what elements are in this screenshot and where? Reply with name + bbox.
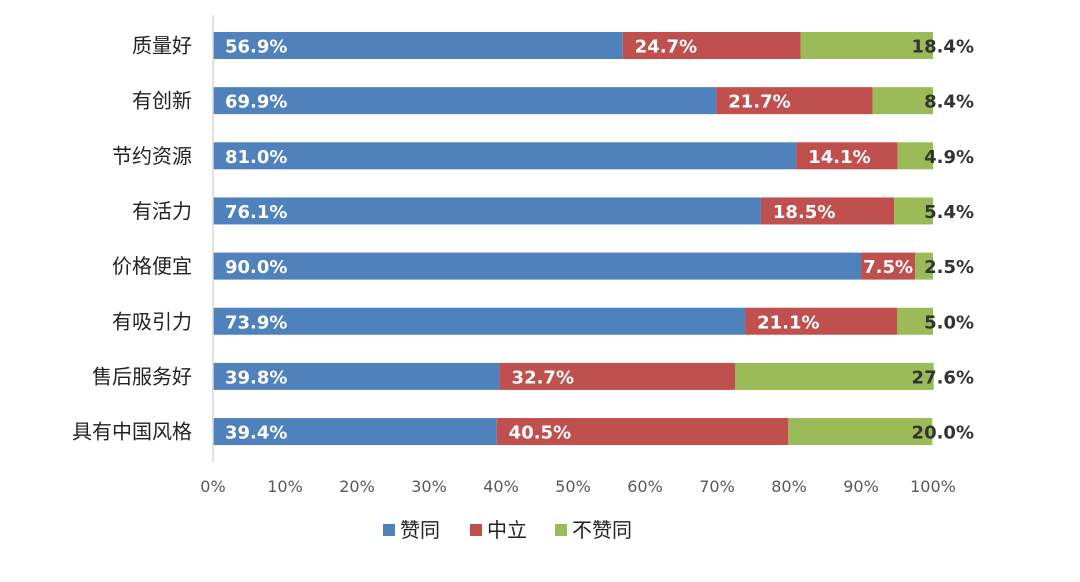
category-label: 节约资源 — [112, 144, 192, 168]
bar-segment — [213, 32, 623, 59]
legend-label: 中立 — [487, 518, 527, 542]
category-label: 价格便宜 — [112, 254, 192, 278]
bar-segment — [735, 362, 934, 390]
bar-segment — [499, 362, 735, 390]
legend-swatch — [470, 524, 482, 536]
x-tick-label: 30% — [411, 477, 447, 496]
data-label: 14.1% — [808, 147, 870, 168]
data-label: 90.0% — [225, 257, 287, 278]
bar-segment — [213, 362, 500, 390]
bar-segment — [894, 197, 933, 225]
x-tick-label: 0% — [200, 477, 225, 496]
bar-segment — [897, 142, 933, 170]
data-label: 76.1% — [225, 202, 287, 223]
data-label: 4.9% — [924, 147, 974, 168]
data-label: 81.0% — [225, 147, 287, 168]
bar-segment — [800, 32, 933, 59]
data-label: 18.4% — [912, 37, 974, 58]
bar-segment — [213, 87, 717, 115]
data-label: 73.9% — [225, 312, 287, 333]
data-label: 2.5% — [924, 257, 974, 278]
data-label: 8.4% — [924, 92, 974, 113]
legend-label: 赞同 — [400, 518, 440, 542]
category-label: 具有中国风格 — [72, 420, 192, 444]
data-label: 24.7% — [635, 37, 697, 58]
category-label: 售后服务好 — [92, 364, 192, 388]
bar-segment — [915, 252, 933, 280]
bar-segment — [496, 418, 789, 446]
bar-segment — [622, 32, 801, 59]
bar-segment — [861, 252, 915, 280]
bar-segment — [213, 252, 861, 280]
data-label: 27.6% — [912, 367, 974, 388]
bar-segment — [213, 307, 746, 335]
bar-segment — [213, 418, 497, 446]
x-tick-label: 90% — [843, 477, 879, 496]
x-tick-label: 80% — [771, 477, 807, 496]
x-tick-label: 20% — [339, 477, 375, 496]
x-tick-label: 60% — [627, 477, 663, 496]
data-label: 5.0% — [924, 312, 974, 333]
x-tick-label: 70% — [699, 477, 735, 496]
bar-segment — [760, 197, 895, 225]
legend-swatch — [555, 524, 567, 536]
x-axis-ticks: 0% 10% 20% 30% 40% 50% 60% 70% 80% 90% 100% — [200, 477, 956, 496]
data-label: 20.0% — [912, 423, 974, 444]
bar-segment — [788, 418, 933, 446]
category-label: 质量好 — [132, 34, 192, 58]
bar-segment — [872, 87, 933, 115]
x-tick-label: 100% — [910, 477, 956, 496]
category-label: 有创新 — [132, 89, 192, 113]
bars-group: 56.9% 24.7% 18.4% 69.9% 21.7% 8.4% 81.0% 14.1% 4… — [213, 32, 974, 446]
x-tick-label: 10% — [267, 477, 303, 496]
data-label: 39.8% — [225, 367, 287, 388]
legend-label: 不赞同 — [572, 518, 632, 542]
x-tick-label: 40% — [483, 477, 519, 496]
data-label: 56.9% — [225, 37, 287, 58]
legend: 赞同 中立 不赞同 — [383, 518, 632, 542]
data-label: 21.7% — [728, 92, 790, 113]
data-label: 40.5% — [509, 423, 571, 444]
bar-segment — [213, 197, 761, 225]
category-label: 有活力 — [132, 199, 192, 223]
bar-segment — [897, 307, 933, 335]
data-label: 39.4% — [225, 423, 287, 444]
data-label: 5.4% — [924, 202, 974, 223]
data-label: 32.7% — [512, 367, 574, 388]
data-label: 21.1% — [757, 312, 819, 333]
x-tick-label: 50% — [555, 477, 591, 496]
bar-segment — [213, 142, 797, 170]
bar-segment — [745, 307, 897, 335]
bar-segment — [716, 87, 873, 115]
category-label: 有吸引力 — [112, 309, 192, 333]
bar-segment — [796, 142, 898, 170]
legend-swatch — [383, 524, 395, 536]
data-label: 7.5% — [863, 257, 913, 278]
data-label: 69.9% — [225, 92, 287, 113]
data-label: 18.5% — [773, 202, 835, 223]
